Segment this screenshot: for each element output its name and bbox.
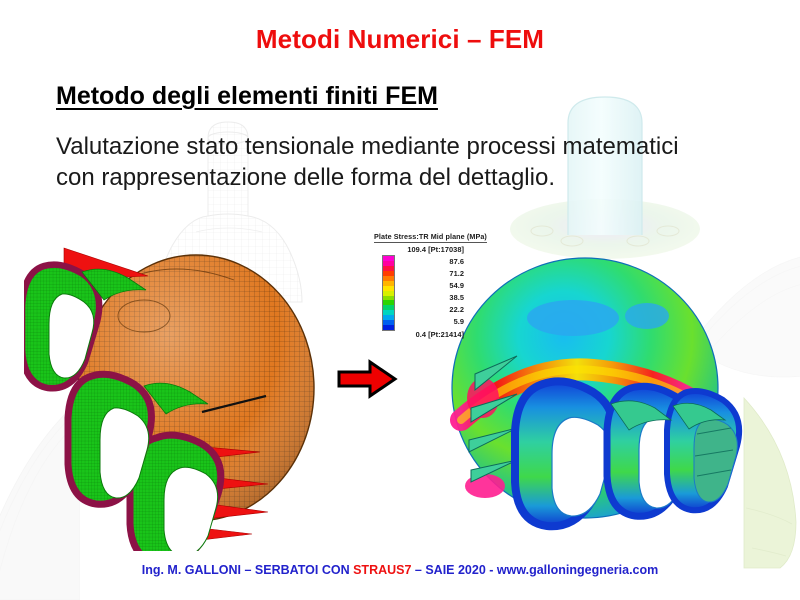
legend-tick-4: 38.5 [449,293,464,303]
annotation-line [201,394,267,414]
colorbar-band-9 [383,300,394,306]
colorbar-band-5 [383,280,394,286]
colorbar-band-4 [383,275,394,281]
colorbar-band-10 [383,305,394,311]
colorbar-band-14 [383,325,394,331]
colorbar [382,255,395,331]
stress-corrugation-1 [511,377,618,531]
legend-body: 109.4 [Pt:17038] 87.6 71.2 54.9 38.5 22.2 5.9 0… [374,246,487,338]
footer-credit: Ing. M. GALLONI – SERBATOI CON STRAUS7 –… [0,563,800,577]
colorbar-band-12 [383,315,394,321]
legend-title: Plate Stress:TR Mid plane (MPa) [374,232,487,243]
colorbar-band-7 [383,290,394,296]
colorbar-band-8 [383,295,394,301]
body-paragraph: Valutazione stato tensionale mediante pr… [56,133,679,191]
colorbar-band-3 [383,270,394,276]
corrugation-ring-1 [24,261,103,392]
ring-connector-web [143,382,209,415]
section-heading: Metodo degli elementi finiti FEM [56,82,438,110]
legend-tick-3: 54.9 [449,281,464,291]
stiffener-fins [468,355,518,483]
colorbar-band-0 [383,256,394,261]
footer-text-after: – SAIE 2020 - www.galloningegneria.com [411,563,659,577]
legend-tick-5: 22.2 [449,305,464,315]
legend-tick-6: 5.9 [453,317,464,327]
footer-text-before: Ing. M. GALLONI – SERBATOI CON [141,563,354,577]
stress-legend: Plate Stress:TR Mid plane (MPa) 109.4 [P… [374,232,487,338]
ring-connector-web [81,268,147,301]
legend-tick-labels: 109.4 [Pt:17038] 87.6 71.2 54.9 38.5 22.2 5.9 0… [402,246,464,338]
legend-tick-1: 87.6 [449,257,464,267]
colorbar-band-11 [383,310,394,316]
colorbar-band-2 [383,265,394,271]
transformation-arrow-icon [337,359,398,399]
corrugation-ring-2 [64,370,155,508]
stress-web-connector [672,402,727,430]
page-title: Metodi Numerici – FEM [255,24,545,54]
stress-web-connector [610,400,673,431]
colorbar-band-1 [383,260,394,266]
legend-tick-0: 109.4 [Pt:17038] [407,245,464,254]
footer-accent-straus7: STRAUS7 [353,563,412,577]
legend-tick-2: 71.2 [449,269,464,279]
fem-stress-contour-model [450,257,743,531]
legend-tick-7: 0.4 [Pt:21414] [415,329,464,339]
fem-mesh-model [24,247,315,551]
colorbar-band-13 [383,320,394,326]
colorbar-band-6 [383,285,394,291]
